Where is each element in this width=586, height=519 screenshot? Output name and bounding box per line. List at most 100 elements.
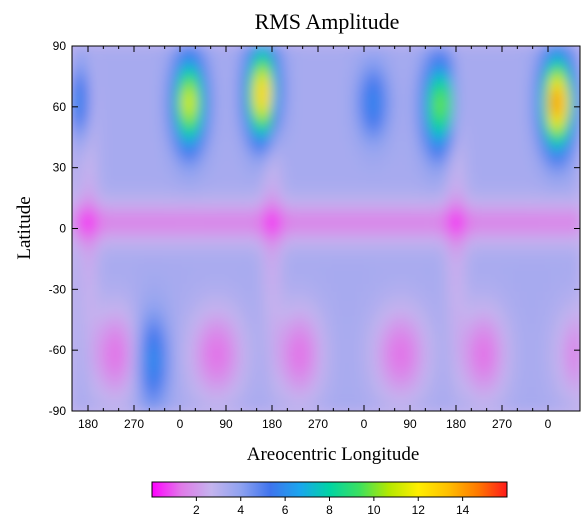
heatmap-cell — [271, 165, 279, 174]
heatmap-cell — [277, 109, 285, 119]
heatmap-cell — [326, 244, 333, 253]
heatmap-cell — [507, 371, 515, 380]
heatmap-cell — [440, 125, 448, 134]
heatmap-cell — [108, 315, 115, 325]
heatmap-cell — [531, 180, 539, 190]
heatmap-cell — [72, 347, 79, 357]
heatmap-cell — [120, 85, 128, 95]
heatmap-cell — [495, 188, 502, 198]
heatmap-cell — [259, 260, 267, 269]
heatmap-cell — [567, 339, 575, 349]
heatmap-cell — [537, 387, 545, 396]
heatmap-cell — [434, 101, 442, 111]
heatmap-cell — [495, 125, 502, 134]
heatmap-cell — [168, 61, 176, 71]
heatmap-cell — [102, 403, 109, 411]
heatmap-cell — [344, 315, 351, 325]
heatmap-cell — [543, 165, 551, 174]
heatmap-cell — [283, 347, 291, 357]
heatmap-cell — [180, 101, 188, 111]
heatmap-cell — [229, 371, 236, 380]
heatmap-cell — [519, 268, 527, 277]
heatmap-cell — [295, 387, 303, 396]
heatmap-cell — [319, 165, 327, 174]
heatmap-cell — [471, 165, 478, 174]
heatmap-cell — [156, 260, 164, 269]
heatmap-cell — [537, 157, 545, 166]
heatmap-cell — [519, 355, 527, 364]
heatmap-cell — [422, 196, 430, 206]
heatmap-cell — [241, 172, 248, 182]
heatmap-cell — [90, 268, 97, 277]
heatmap-cell — [229, 315, 236, 325]
heatmap-cell — [319, 117, 327, 126]
heatmap-cell — [380, 339, 388, 349]
heatmap-cell — [84, 299, 91, 309]
heatmap-cell — [332, 379, 339, 388]
heatmap-cell — [489, 77, 496, 87]
heatmap-cell — [138, 387, 146, 396]
heatmap-cell — [477, 252, 484, 261]
heatmap-cell — [386, 228, 394, 238]
heatmap-cell — [495, 46, 502, 55]
heatmap-cell — [120, 157, 128, 166]
heatmap-cell — [102, 117, 109, 126]
heatmap-cell — [338, 395, 345, 404]
heatmap-cell — [338, 93, 345, 103]
heatmap-cell — [573, 260, 580, 269]
heatmap-cell — [192, 180, 200, 190]
heatmap-cell — [120, 268, 128, 277]
heatmap-cell — [132, 403, 140, 411]
heatmap-cell — [72, 323, 79, 333]
heatmap-cell — [150, 188, 158, 198]
heatmap-cell — [422, 172, 430, 182]
heatmap-cell — [410, 339, 418, 349]
heatmap-cell — [259, 299, 267, 309]
heatmap-cell — [120, 69, 128, 79]
heatmap-cell — [362, 149, 369, 158]
heatmap-cell — [519, 149, 527, 158]
heatmap-cell — [519, 291, 527, 301]
heatmap-cell — [537, 363, 545, 372]
heatmap-cell — [174, 69, 182, 79]
heatmap-cell — [380, 228, 388, 238]
heatmap-cell — [434, 371, 442, 380]
heatmap-cell — [392, 125, 400, 134]
heatmap-cell — [289, 395, 297, 404]
heatmap-cell — [537, 276, 545, 285]
heatmap-cell — [223, 299, 230, 309]
heatmap-cell — [156, 93, 164, 103]
heatmap-cell — [519, 188, 527, 198]
heatmap-cell — [144, 125, 152, 134]
heatmap-cell — [235, 244, 242, 253]
heatmap-cell — [211, 109, 218, 119]
heatmap-cell — [295, 228, 303, 238]
heatmap-cell — [108, 61, 115, 71]
heatmap-cell — [307, 117, 315, 126]
heatmap-cell — [235, 53, 242, 63]
heatmap-cell — [440, 228, 448, 238]
heatmap-cell — [404, 61, 412, 71]
heatmap-cell — [235, 69, 242, 79]
heatmap-cell — [416, 268, 424, 277]
heatmap-cell — [422, 69, 430, 79]
heatmap-cell — [102, 371, 109, 380]
heatmap-cell — [144, 46, 152, 55]
heatmap-cell — [404, 77, 412, 87]
heatmap-cell — [307, 307, 315, 317]
heatmap-cell — [126, 291, 134, 301]
heatmap-cell — [471, 379, 478, 388]
heatmap-cell — [132, 395, 140, 404]
heatmap-cell — [507, 228, 515, 238]
heatmap-cell — [271, 315, 279, 325]
heatmap-cell — [168, 228, 176, 238]
heatmap-cell — [483, 117, 490, 126]
heatmap-cell — [289, 125, 297, 134]
heatmap-cell — [192, 371, 200, 380]
heatmap-cell — [501, 268, 509, 277]
heatmap-cell — [108, 228, 115, 238]
heatmap-cell — [319, 315, 327, 325]
heatmap-cell — [519, 77, 527, 87]
heatmap-cell — [332, 85, 339, 95]
heatmap-cell — [416, 188, 424, 198]
